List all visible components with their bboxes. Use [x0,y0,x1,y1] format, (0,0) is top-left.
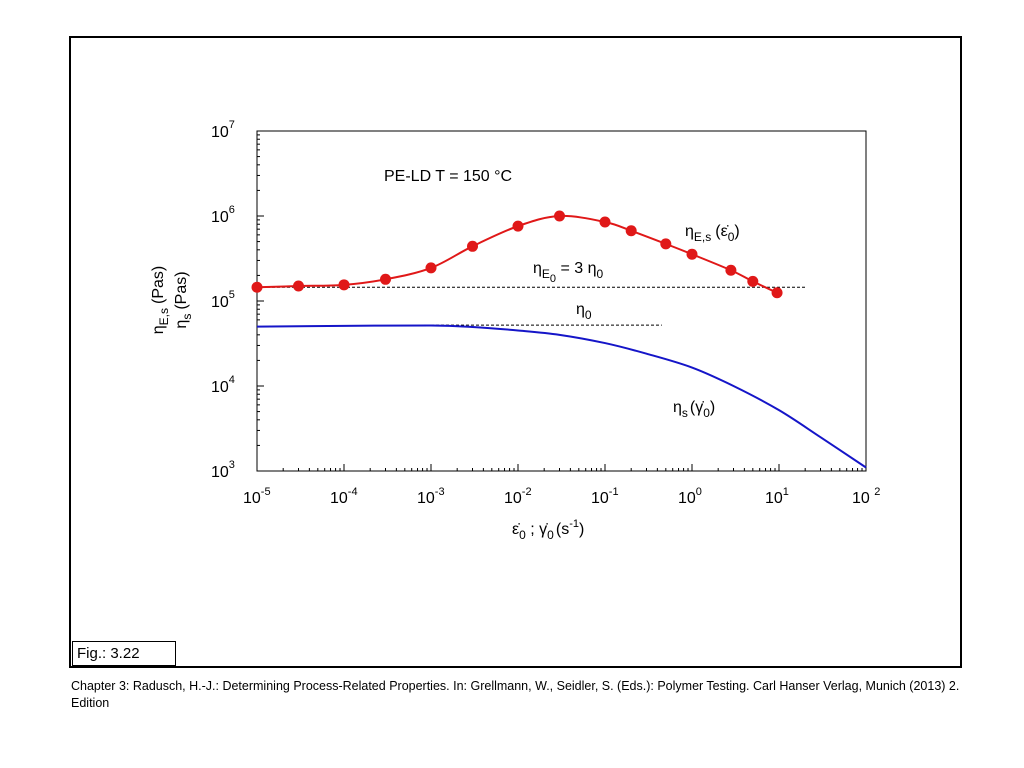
series-markers [251,210,783,299]
x-tick-label: 101 [765,486,789,507]
series-curves [256,214,867,469]
axis-ticks [256,130,867,472]
figure-number: Fig.: 3.22 [72,641,176,666]
x-tick-labels: 10-5 10-4 10-3 10-2 10-1 100 101 10 2 [243,486,880,507]
reference-lines [257,286,806,326]
data-point-eta-es [660,238,672,250]
data-point-eta-es [554,210,566,222]
figure-frame [69,36,962,668]
y-tick-label: 106 [211,204,235,226]
data-point-eta-es [625,225,637,237]
x-tick-label: 10-5 [243,486,271,507]
figure-caption: Chapter 3: Radusch, H.-J.: Determining P… [71,679,960,710]
ref-label-eta-e0: ηE0 = 3 η0 [533,260,604,285]
data-point-eta-es [338,279,350,291]
x-tick-label: 10-3 [417,486,445,507]
data-point-eta-es [686,248,698,260]
x-tick-label: 100 [678,486,702,507]
x-tick-label: 10-1 [591,486,619,507]
data-point-eta-es [251,281,263,293]
x-tick-label: 10 2 [852,486,880,507]
data-point-eta-es [725,264,737,276]
ref-label-eta-0: η0 [576,301,592,322]
y-tick-label: 104 [211,374,235,396]
data-point-eta-es [747,275,759,287]
y-axis-label-outer: ηE,s(Pas) [150,266,171,334]
data-point-eta-es [380,273,392,285]
series-label-eta-es: ηE,s (ε̇0) [685,223,740,244]
x-tick-label: 10-2 [504,486,532,507]
x-tick-label: 10-4 [330,486,358,507]
y-tick-label: 103 [211,459,235,481]
data-point-eta-es [771,287,783,299]
data-point-eta-es [425,262,437,274]
data-point-eta-es [467,240,479,252]
series-label-eta-s: ηs (γ̇0) [673,399,715,420]
data-point-eta-es [293,280,305,292]
data-point-eta-es [599,216,611,228]
data-point-eta-es [512,220,524,232]
curve-eta-s [256,324,867,469]
y-tick-label: 107 [211,119,235,141]
y-axis-label-inner: ηs(Pas) [173,271,194,328]
x-axis-label: ε̇0 ; γ̇0 (s-1) [512,518,584,542]
plot-area [256,130,867,472]
y-tick-labels: 103 104 105 106 107 [211,119,235,481]
y-tick-label: 105 [211,289,235,311]
chart-title: PE-LD T = 150 °C [384,168,512,185]
